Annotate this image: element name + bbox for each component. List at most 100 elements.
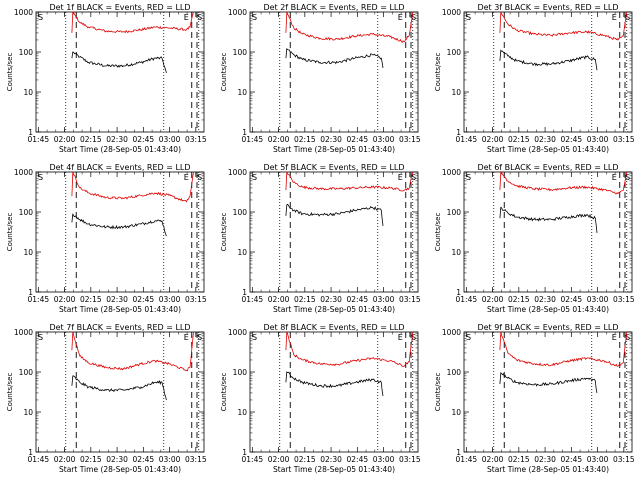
y-tick-label: 1000 [228, 168, 247, 177]
start-marker-left: S [38, 173, 43, 182]
x-tick-label: 02:15 [80, 135, 102, 144]
start-marker-right: S [197, 13, 202, 22]
y-tick-label: 100 [233, 368, 248, 377]
plot-frame [35, 171, 205, 293]
x-tick-label: 02:00 [482, 455, 504, 464]
x-tick-label: 03:00 [373, 295, 395, 304]
x-tick-label: 03:00 [373, 455, 395, 464]
start-marker-left: S [38, 333, 43, 342]
x-tick-label: 03:15 [613, 455, 635, 464]
x-tick-label: 02:45 [561, 455, 583, 464]
panel-title: Det 7f BLACK = Events, RED = LLD [49, 323, 190, 332]
x-tick-label: 02:45 [347, 295, 369, 304]
y-tick-label: 10 [23, 88, 33, 97]
panel-det-4: Det 4f BLACK = Events, RED = LLD 1 10 100 10… [6, 163, 207, 314]
x-tick-label: 02:30 [320, 455, 342, 464]
panel-title: Det 2f BLACK = Events, RED = LLD [263, 3, 404, 12]
start-marker-right: S [197, 173, 202, 182]
x-tick-label: 03:00 [587, 295, 609, 304]
x-tick-label: 03:00 [587, 135, 609, 144]
x-tick-label: 01:45 [28, 295, 50, 304]
y-axis-label: Counts/sec [434, 53, 442, 92]
y-axis-label: Counts/sec [220, 53, 228, 92]
start-marker-right: S [411, 13, 416, 22]
x-tick-label: 02:00 [268, 295, 290, 304]
end-marker: E [398, 13, 403, 22]
y-tick-label: 100 [19, 368, 34, 377]
y-tick-label: 100 [447, 48, 462, 57]
start-marker-left: S [252, 173, 257, 182]
plot-frame [35, 11, 205, 133]
y-tick-label: 1 [456, 448, 461, 457]
y-tick-label: 100 [447, 208, 462, 217]
panel-det-3: Det 3f BLACK = Events, RED = LLD 1 10 100 10… [434, 3, 635, 154]
x-axis-label: Start Time (28-Sep-05 01:43:40) [273, 145, 395, 154]
y-tick-label: 1 [242, 448, 247, 457]
y-axis-label: Counts/sec [6, 213, 14, 252]
plot-frame [249, 11, 419, 133]
x-tick-label: 01:45 [28, 455, 50, 464]
y-tick-label: 100 [233, 208, 248, 217]
series-events-line [285, 371, 384, 397]
series-lld-line [285, 11, 414, 43]
y-axis-label: Counts/sec [434, 373, 442, 412]
x-tick-label: 03:15 [185, 295, 207, 304]
plot-frame [463, 171, 633, 293]
series-lld-line [285, 331, 414, 367]
y-axis-label: Counts/sec [220, 213, 228, 252]
end-marker: E [612, 173, 617, 182]
panel-title: Det 1f BLACK = Events, RED = LLD [49, 3, 190, 12]
y-tick-label: 1000 [442, 328, 461, 337]
x-axis-label: Start Time (28-Sep-05 01:43:40) [59, 465, 181, 474]
x-tick-label: 02:15 [80, 295, 102, 304]
series-events-line [71, 51, 167, 74]
y-tick-label: 1000 [14, 8, 33, 17]
x-tick-label: 03:00 [159, 295, 181, 304]
panel-det-2: Det 2f BLACK = Events, RED = LLD 1 10 100 10… [220, 3, 421, 154]
y-tick-label: 1000 [442, 8, 461, 17]
start-marker-left: S [252, 333, 257, 342]
x-tick-label: 03:15 [185, 455, 207, 464]
y-tick-label: 1 [242, 288, 247, 297]
x-tick-label: 02:30 [320, 135, 342, 144]
x-axis-label: Start Time (28-Sep-05 01:43:40) [273, 305, 395, 314]
end-marker: E [612, 13, 617, 22]
x-tick-label: 02:00 [482, 295, 504, 304]
panel-title: Det 3f BLACK = Events, RED = LLD [477, 3, 618, 12]
x-tick-label: 02:15 [80, 455, 102, 464]
x-tick-label: 01:45 [242, 455, 264, 464]
y-tick-label: 100 [19, 208, 34, 217]
x-tick-label: 02:30 [106, 135, 128, 144]
y-tick-label: 10 [451, 248, 461, 257]
x-tick-label: 02:00 [482, 135, 504, 144]
x-tick-label: 03:00 [159, 455, 181, 464]
end-marker: E [184, 333, 189, 342]
plot-frame [35, 331, 205, 453]
panel-det-6: Det 6f BLACK = Events, RED = LLD 1 10 100 10… [434, 163, 635, 314]
x-tick-label: 02:45 [133, 455, 155, 464]
y-tick-label: 1 [28, 128, 33, 137]
panel-title: Det 4f BLACK = Events, RED = LLD [49, 163, 190, 172]
y-axis-label: Counts/sec [6, 373, 14, 412]
panel-det-8: Det 8f BLACK = Events, RED = LLD 1 10 100 10… [220, 323, 421, 474]
series-events-line [499, 49, 598, 71]
start-marker-right: S [197, 333, 202, 342]
y-tick-label: 1 [28, 448, 33, 457]
y-tick-label: 10 [237, 248, 247, 257]
x-tick-label: 03:00 [159, 135, 181, 144]
series-events-line [71, 375, 167, 401]
y-tick-label: 1 [456, 288, 461, 297]
x-tick-label: 03:00 [587, 455, 609, 464]
end-marker: E [184, 13, 189, 22]
series-lld-line [71, 331, 194, 372]
panel-title: Det 6f BLACK = Events, RED = LLD [477, 163, 618, 172]
y-tick-label: 10 [237, 88, 247, 97]
series-events-line [499, 372, 598, 393]
start-marker-left: S [466, 173, 471, 182]
start-marker-right: S [625, 333, 630, 342]
x-axis-label: Start Time (28-Sep-05 01:43:40) [487, 305, 609, 314]
series-lld-line [71, 11, 194, 34]
panel-det-5: Det 5f BLACK = Events, RED = LLD 1 10 100 10… [220, 163, 421, 314]
